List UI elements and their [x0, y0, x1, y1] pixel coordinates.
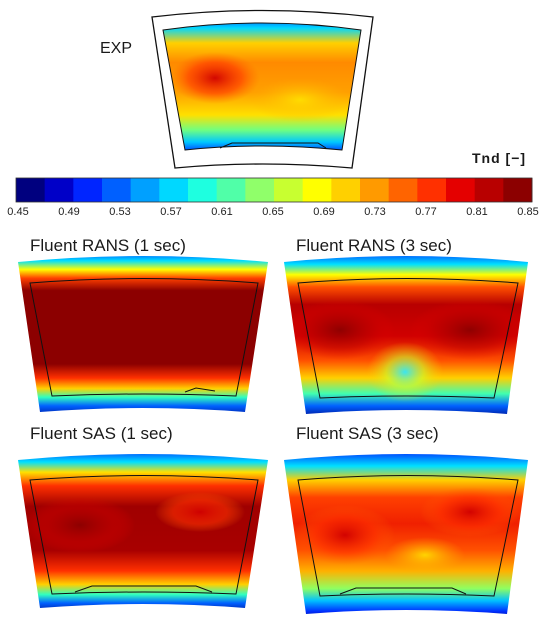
colorbar-segment: [360, 178, 390, 202]
colorbar-segment: [245, 178, 275, 202]
colorbar-segment: [331, 178, 361, 202]
sas-3sec-notch: [339, 587, 467, 595]
rans-3sec-panel: [284, 256, 528, 414]
sas-3sec-title: Fluent SAS (3 sec): [296, 424, 439, 443]
colorbar-segment: [130, 178, 160, 202]
colorbar-segment: [417, 178, 447, 202]
sas-1sec-notch: [74, 585, 213, 593]
colorbar-segment: [159, 178, 189, 202]
colorbar-label: Tnd [−]: [472, 150, 527, 166]
exp-outer-frame: [151, 9, 374, 169]
colorbar-tick-label: 0.85: [517, 206, 539, 218]
exp-bottom-notch: [219, 142, 327, 149]
rans-1sec-notch: [184, 387, 216, 393]
rans-1sec-title: Fluent RANS (1 sec): [30, 236, 186, 255]
colorbar-tick-label: 0.69: [313, 206, 335, 218]
colorbar: [15, 177, 533, 203]
exp-panel: [151, 9, 374, 169]
rans-1sec-outline: [29, 278, 259, 397]
colorbar-segment: [388, 178, 418, 202]
rans-1sec-panel: [18, 256, 268, 412]
colorbar-tick-label: 0.81: [466, 206, 488, 218]
colorbar-tick-label: 0.57: [160, 206, 182, 218]
colorbar-tick-label: 0.61: [211, 206, 233, 218]
colorbar-segment: [73, 178, 103, 202]
rans-3sec-outline: [297, 278, 519, 399]
colorbar-segment: [188, 178, 218, 202]
colorbar-segment: [102, 178, 132, 202]
sas-1sec-title: Fluent SAS (1 sec): [30, 424, 173, 443]
colorbar-tick-label: 0.53: [109, 206, 131, 218]
colorbar-tick-label: 0.65: [262, 206, 284, 218]
exp-title: EXP: [100, 40, 133, 57]
colorbar-tick-label: 0.73: [364, 206, 386, 218]
colorbar-tick-label: 0.77: [415, 206, 437, 218]
colorbar-segment: [274, 178, 304, 202]
colorbar-segment: [44, 178, 74, 202]
rans-3sec-title: Fluent RANS (3 sec): [296, 236, 452, 255]
colorbar-tick-label: 0.49: [58, 206, 80, 218]
colorbar-segment: [503, 178, 533, 202]
colorbar-border: [15, 177, 533, 203]
sas-3sec-outline: [297, 475, 519, 597]
colorbar-segment: [302, 178, 332, 202]
exp-inner-frame: [162, 22, 362, 151]
colorbar-segment: [474, 178, 504, 202]
sas-1sec-panel: [18, 454, 268, 608]
colorbar-segment: [446, 178, 476, 202]
colorbar-segment: [16, 178, 46, 202]
colorbar-tick-label: 0.45: [7, 206, 29, 218]
sas-3sec-panel: [284, 454, 528, 614]
colorbar-segment: [216, 178, 246, 202]
sas-1sec-outline: [29, 475, 259, 595]
